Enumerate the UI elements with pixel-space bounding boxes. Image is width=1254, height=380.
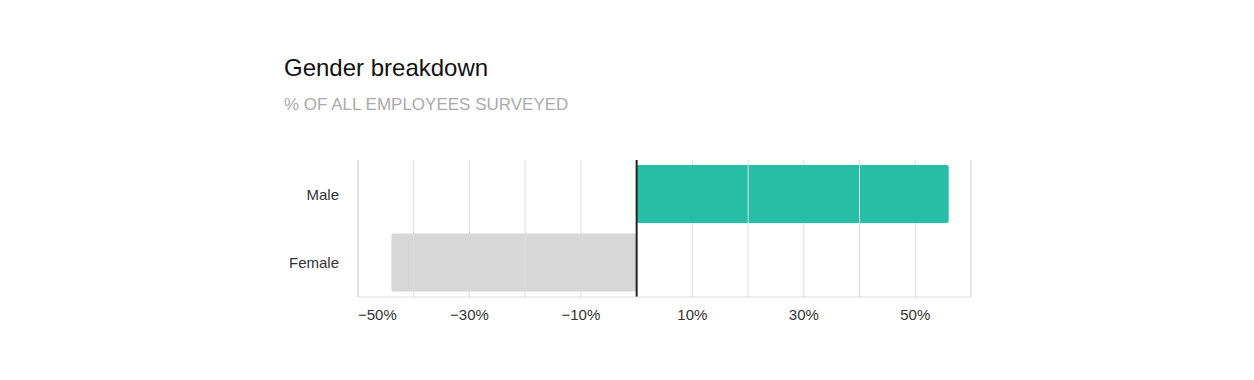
- html-text:Gender breakdown: Gender breakdown: [284, 54, 489, 81]
- svg-text:30%: 30%: [789, 306, 819, 323]
- svg-text:Female: Female: [289, 254, 339, 271]
- svg-text:10%: 10%: [677, 306, 707, 323]
- html-text:% OF ALL EMPLOYEES SURVEYED: % OF ALL EMPLOYEES SURVEYED: [284, 95, 569, 114]
- svg-text:50%: 50%: [900, 306, 930, 323]
- svg-text:−10%: −10%: [562, 306, 601, 323]
- svg-text:−30%: −30%: [450, 306, 489, 323]
- svg-text:Male: Male: [306, 186, 339, 203]
- svg-text:−50%: −50%: [358, 306, 397, 323]
